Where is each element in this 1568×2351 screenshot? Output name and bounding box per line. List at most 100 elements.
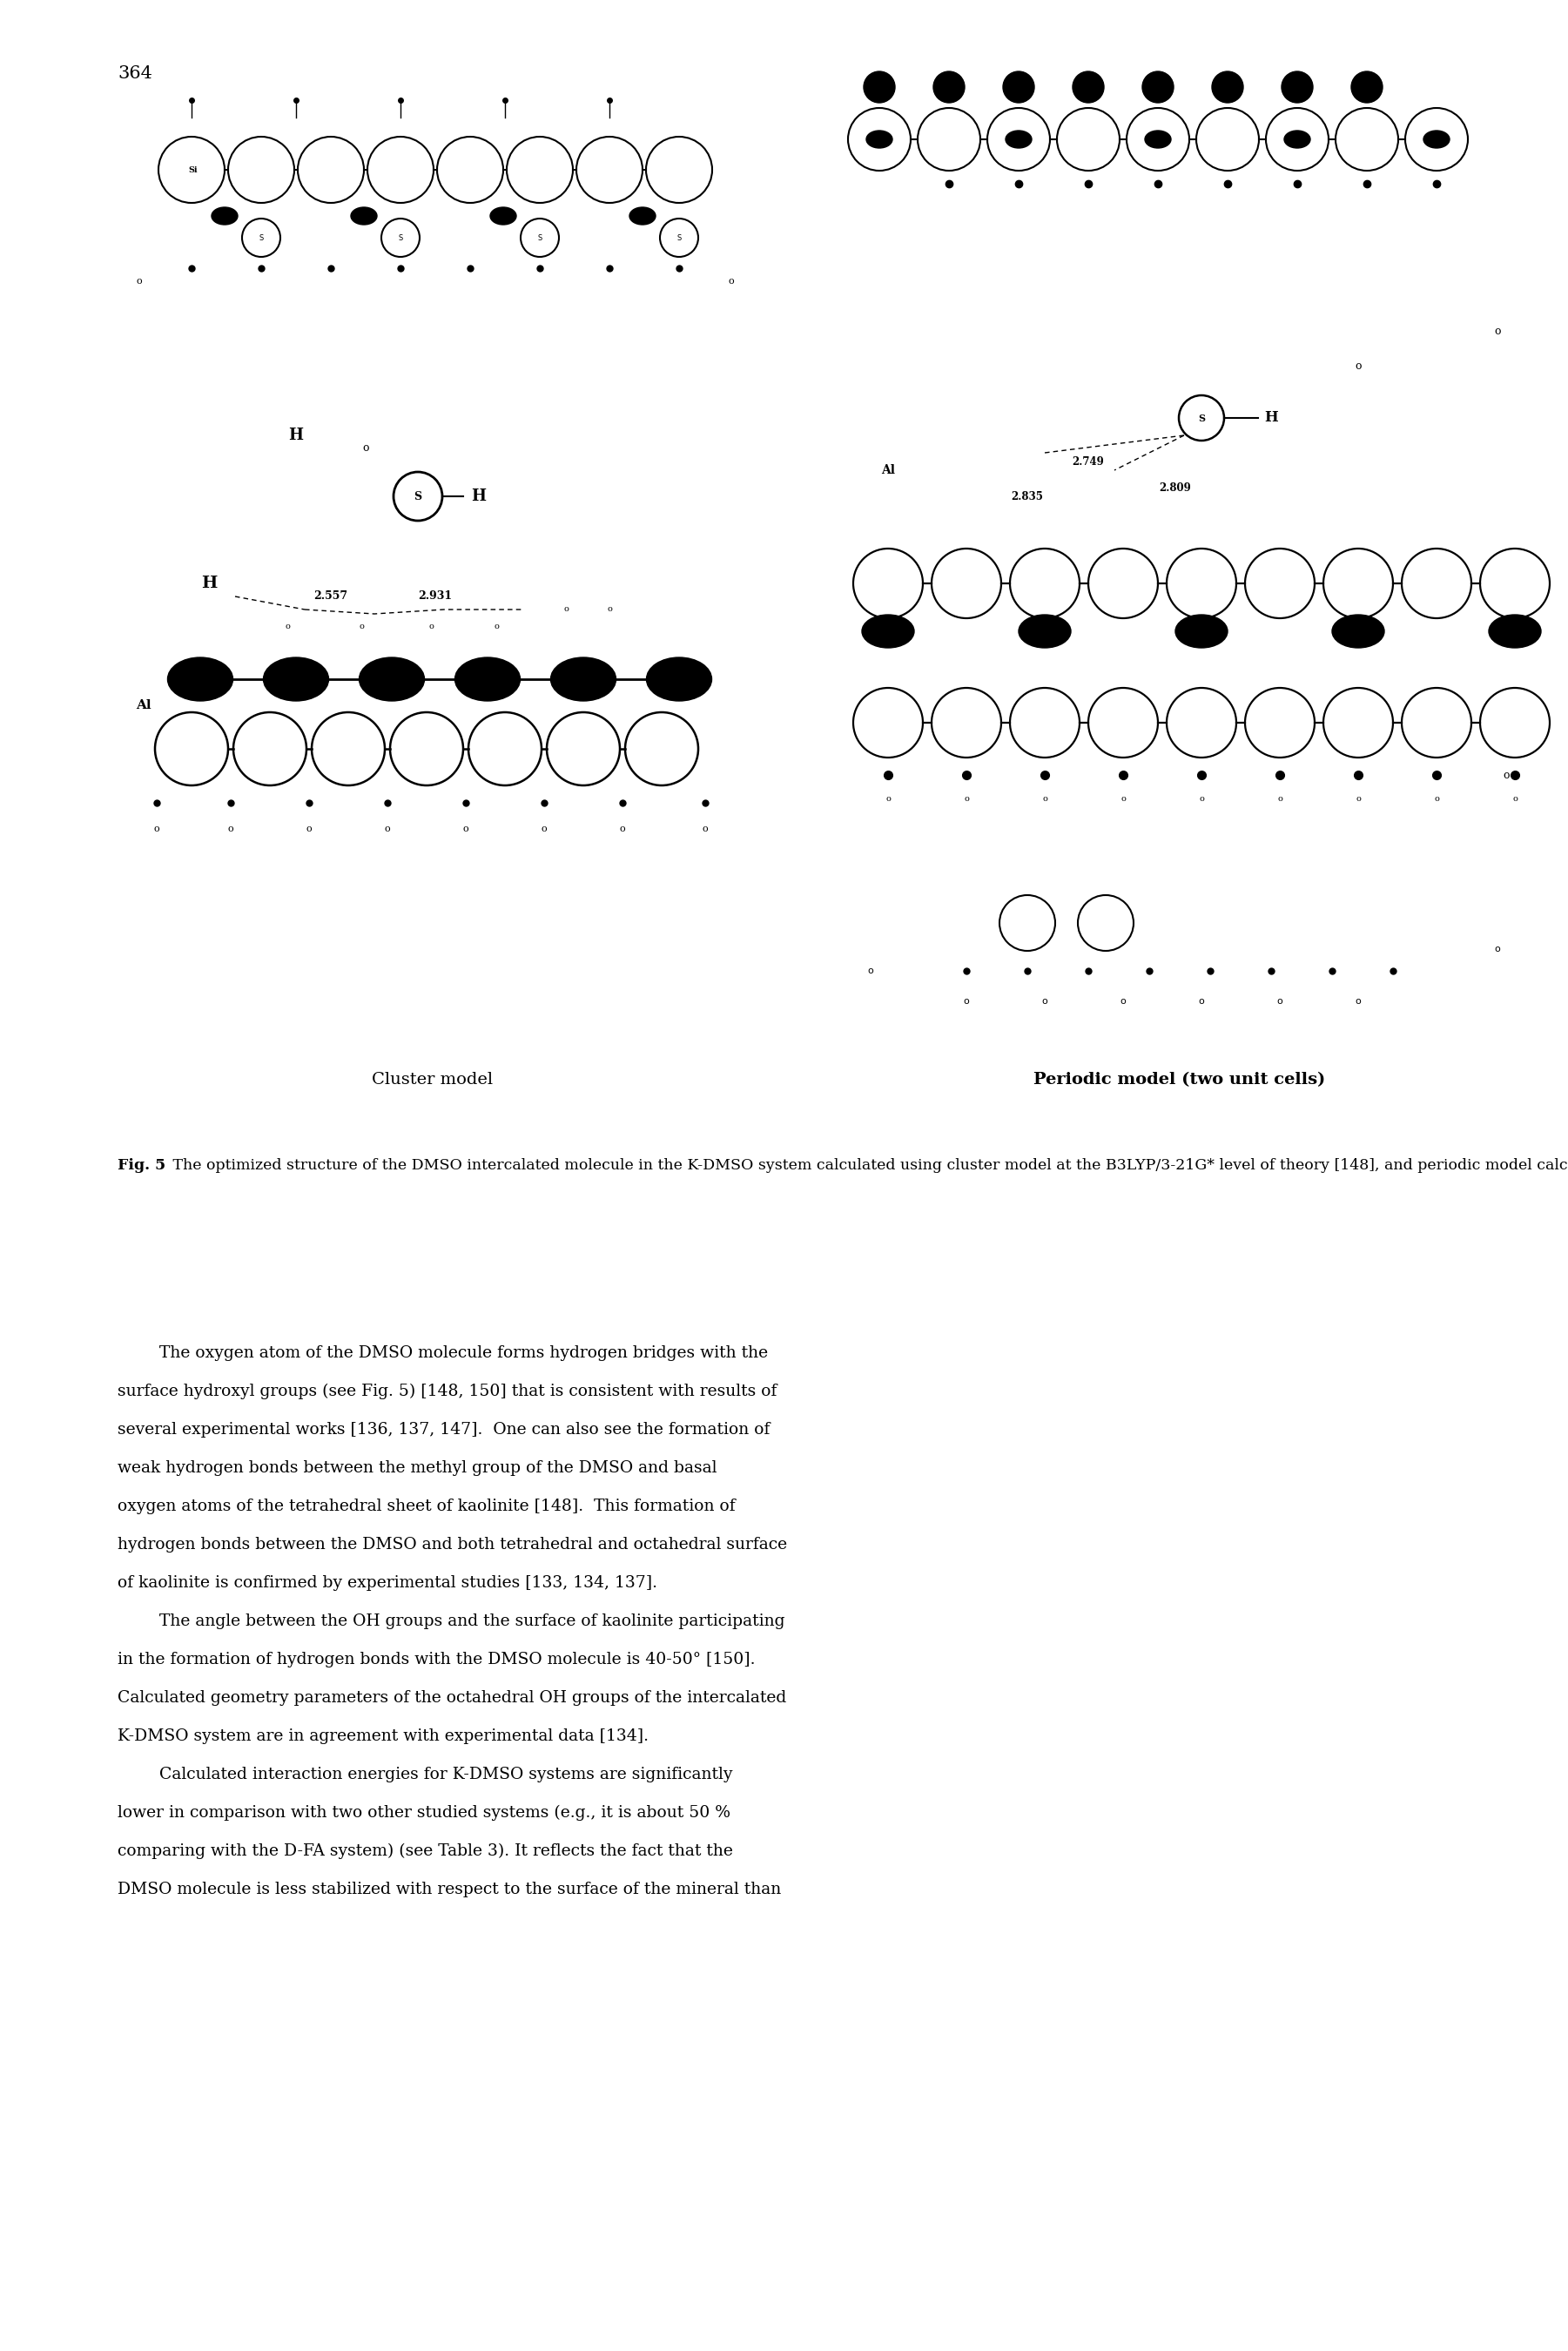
Text: o: o <box>963 997 969 1006</box>
Circle shape <box>1004 71 1035 103</box>
Text: o: o <box>494 623 499 630</box>
Text: K-DMSO system are in agreement with experimental data [134].: K-DMSO system are in agreement with expe… <box>118 1728 649 1744</box>
Text: The angle between the OH groups and the surface of kaolinite participating: The angle between the OH groups and the … <box>118 1613 786 1629</box>
Text: o: o <box>285 623 290 630</box>
Text: Cluster model: Cluster model <box>372 1072 494 1089</box>
Text: o: o <box>154 825 160 832</box>
Text: o: o <box>867 966 873 976</box>
Text: weak hydrogen bonds between the methyl group of the DMSO and basal: weak hydrogen bonds between the methyl g… <box>118 1460 717 1476</box>
Text: o: o <box>1512 795 1518 804</box>
Text: o: o <box>1356 795 1361 804</box>
Text: o: o <box>964 795 969 804</box>
Text: S: S <box>677 233 682 242</box>
Text: o: o <box>384 825 390 832</box>
Text: o: o <box>1278 795 1283 804</box>
Text: Al: Al <box>136 698 152 712</box>
Text: o: o <box>1435 795 1439 804</box>
Text: H: H <box>472 489 486 503</box>
Text: o: o <box>306 825 312 832</box>
Ellipse shape <box>1424 132 1449 148</box>
Text: 2.931: 2.931 <box>419 590 452 602</box>
Ellipse shape <box>1284 132 1311 148</box>
Text: o: o <box>1355 997 1361 1006</box>
Text: o: o <box>1200 795 1204 804</box>
Text: in the formation of hydrogen bonds with the DMSO molecule is 40-50° [150].: in the formation of hydrogen bonds with … <box>118 1653 756 1667</box>
Text: o: o <box>428 623 433 630</box>
Text: o: o <box>541 825 547 832</box>
Text: 2.835: 2.835 <box>1011 491 1043 503</box>
Ellipse shape <box>550 658 616 701</box>
Ellipse shape <box>212 207 238 226</box>
Text: 2.809: 2.809 <box>1159 482 1192 494</box>
Text: hydrogen bonds between the DMSO and both tetrahedral and octahedral surface: hydrogen bonds between the DMSO and both… <box>118 1538 787 1552</box>
Ellipse shape <box>1145 132 1171 148</box>
Ellipse shape <box>862 614 914 649</box>
Text: Si: Si <box>877 136 884 143</box>
Text: H: H <box>289 428 304 444</box>
Text: o: o <box>1502 769 1510 781</box>
Text: The oxygen atom of the DMSO molecule forms hydrogen bridges with the: The oxygen atom of the DMSO molecule for… <box>118 1345 768 1361</box>
Circle shape <box>864 71 895 103</box>
Text: S: S <box>414 491 422 503</box>
Text: DMSO molecule is less stabilized with respect to the surface of the mineral than: DMSO molecule is less stabilized with re… <box>118 1881 781 1897</box>
Ellipse shape <box>1176 614 1228 649</box>
Circle shape <box>1073 71 1104 103</box>
Text: Si: Si <box>188 167 198 174</box>
Text: o: o <box>729 277 734 284</box>
Text: S: S <box>538 233 543 242</box>
Text: 364: 364 <box>118 66 152 82</box>
Circle shape <box>933 71 964 103</box>
Text: Calculated interaction energies for K-DMSO systems are significantly: Calculated interaction energies for K-DM… <box>118 1766 732 1782</box>
Ellipse shape <box>491 207 516 226</box>
Ellipse shape <box>168 658 234 701</box>
Text: lower in comparison with two other studied systems (e.g., it is about 50 %: lower in comparison with two other studi… <box>118 1806 731 1822</box>
Ellipse shape <box>359 658 425 701</box>
Ellipse shape <box>1488 614 1541 649</box>
Text: Calculated geometry parameters of the octahedral OH groups of the intercalated: Calculated geometry parameters of the oc… <box>118 1690 787 1707</box>
Text: comparing with the D-FA system) (see Table 3). It reflects the fact that the: comparing with the D-FA system) (see Tab… <box>118 1843 732 1860</box>
Text: o: o <box>227 825 234 832</box>
Ellipse shape <box>646 658 712 701</box>
Circle shape <box>1212 71 1243 103</box>
Text: o: o <box>1121 795 1126 804</box>
Text: o: o <box>702 825 709 832</box>
Text: o: o <box>1120 997 1126 1006</box>
Text: o: o <box>607 607 612 614</box>
Text: o: o <box>886 795 891 804</box>
Text: S: S <box>1198 414 1204 423</box>
Text: several experimental works [136, 137, 147].  One can also see the formation of: several experimental works [136, 137, 14… <box>118 1422 770 1436</box>
Circle shape <box>1352 71 1383 103</box>
Text: H: H <box>1264 411 1278 426</box>
Text: o: o <box>1494 324 1501 336</box>
Text: o: o <box>1355 360 1361 371</box>
Text: o: o <box>563 607 569 614</box>
Text: Periodic model (two unit cells): Periodic model (two unit cells) <box>1033 1072 1325 1089</box>
Text: 2.557: 2.557 <box>314 590 348 602</box>
Text: oxygen atoms of the tetrahedral sheet of kaolinite [148].  This formation of: oxygen atoms of the tetrahedral sheet of… <box>118 1498 735 1514</box>
Text: o: o <box>362 442 368 454</box>
Circle shape <box>1281 71 1312 103</box>
Text: of kaolinite is confirmed by experimental studies [133, 134, 137].: of kaolinite is confirmed by experimenta… <box>118 1575 657 1592</box>
Text: o: o <box>136 277 143 284</box>
Text: o: o <box>619 825 626 832</box>
Text: o: o <box>1041 997 1047 1006</box>
Text: The optimized structure of the DMSO intercalated molecule in the K-DMSO system c: The optimized structure of the DMSO inte… <box>168 1159 1568 1173</box>
Ellipse shape <box>629 207 655 226</box>
Ellipse shape <box>1005 132 1032 148</box>
Text: H: H <box>201 576 216 590</box>
Text: Al: Al <box>881 463 895 477</box>
Circle shape <box>1142 71 1173 103</box>
Text: o: o <box>1276 997 1283 1006</box>
Ellipse shape <box>351 207 376 226</box>
Ellipse shape <box>455 658 521 701</box>
Ellipse shape <box>1333 614 1385 649</box>
Text: S: S <box>259 233 263 242</box>
Text: o: o <box>359 623 364 630</box>
Text: o: o <box>463 825 469 832</box>
Ellipse shape <box>263 658 329 701</box>
Text: 2.749: 2.749 <box>1073 456 1104 468</box>
Text: Fig. 5: Fig. 5 <box>118 1159 166 1173</box>
Text: o: o <box>1494 945 1501 955</box>
Text: o: o <box>1198 997 1204 1006</box>
Ellipse shape <box>866 132 892 148</box>
